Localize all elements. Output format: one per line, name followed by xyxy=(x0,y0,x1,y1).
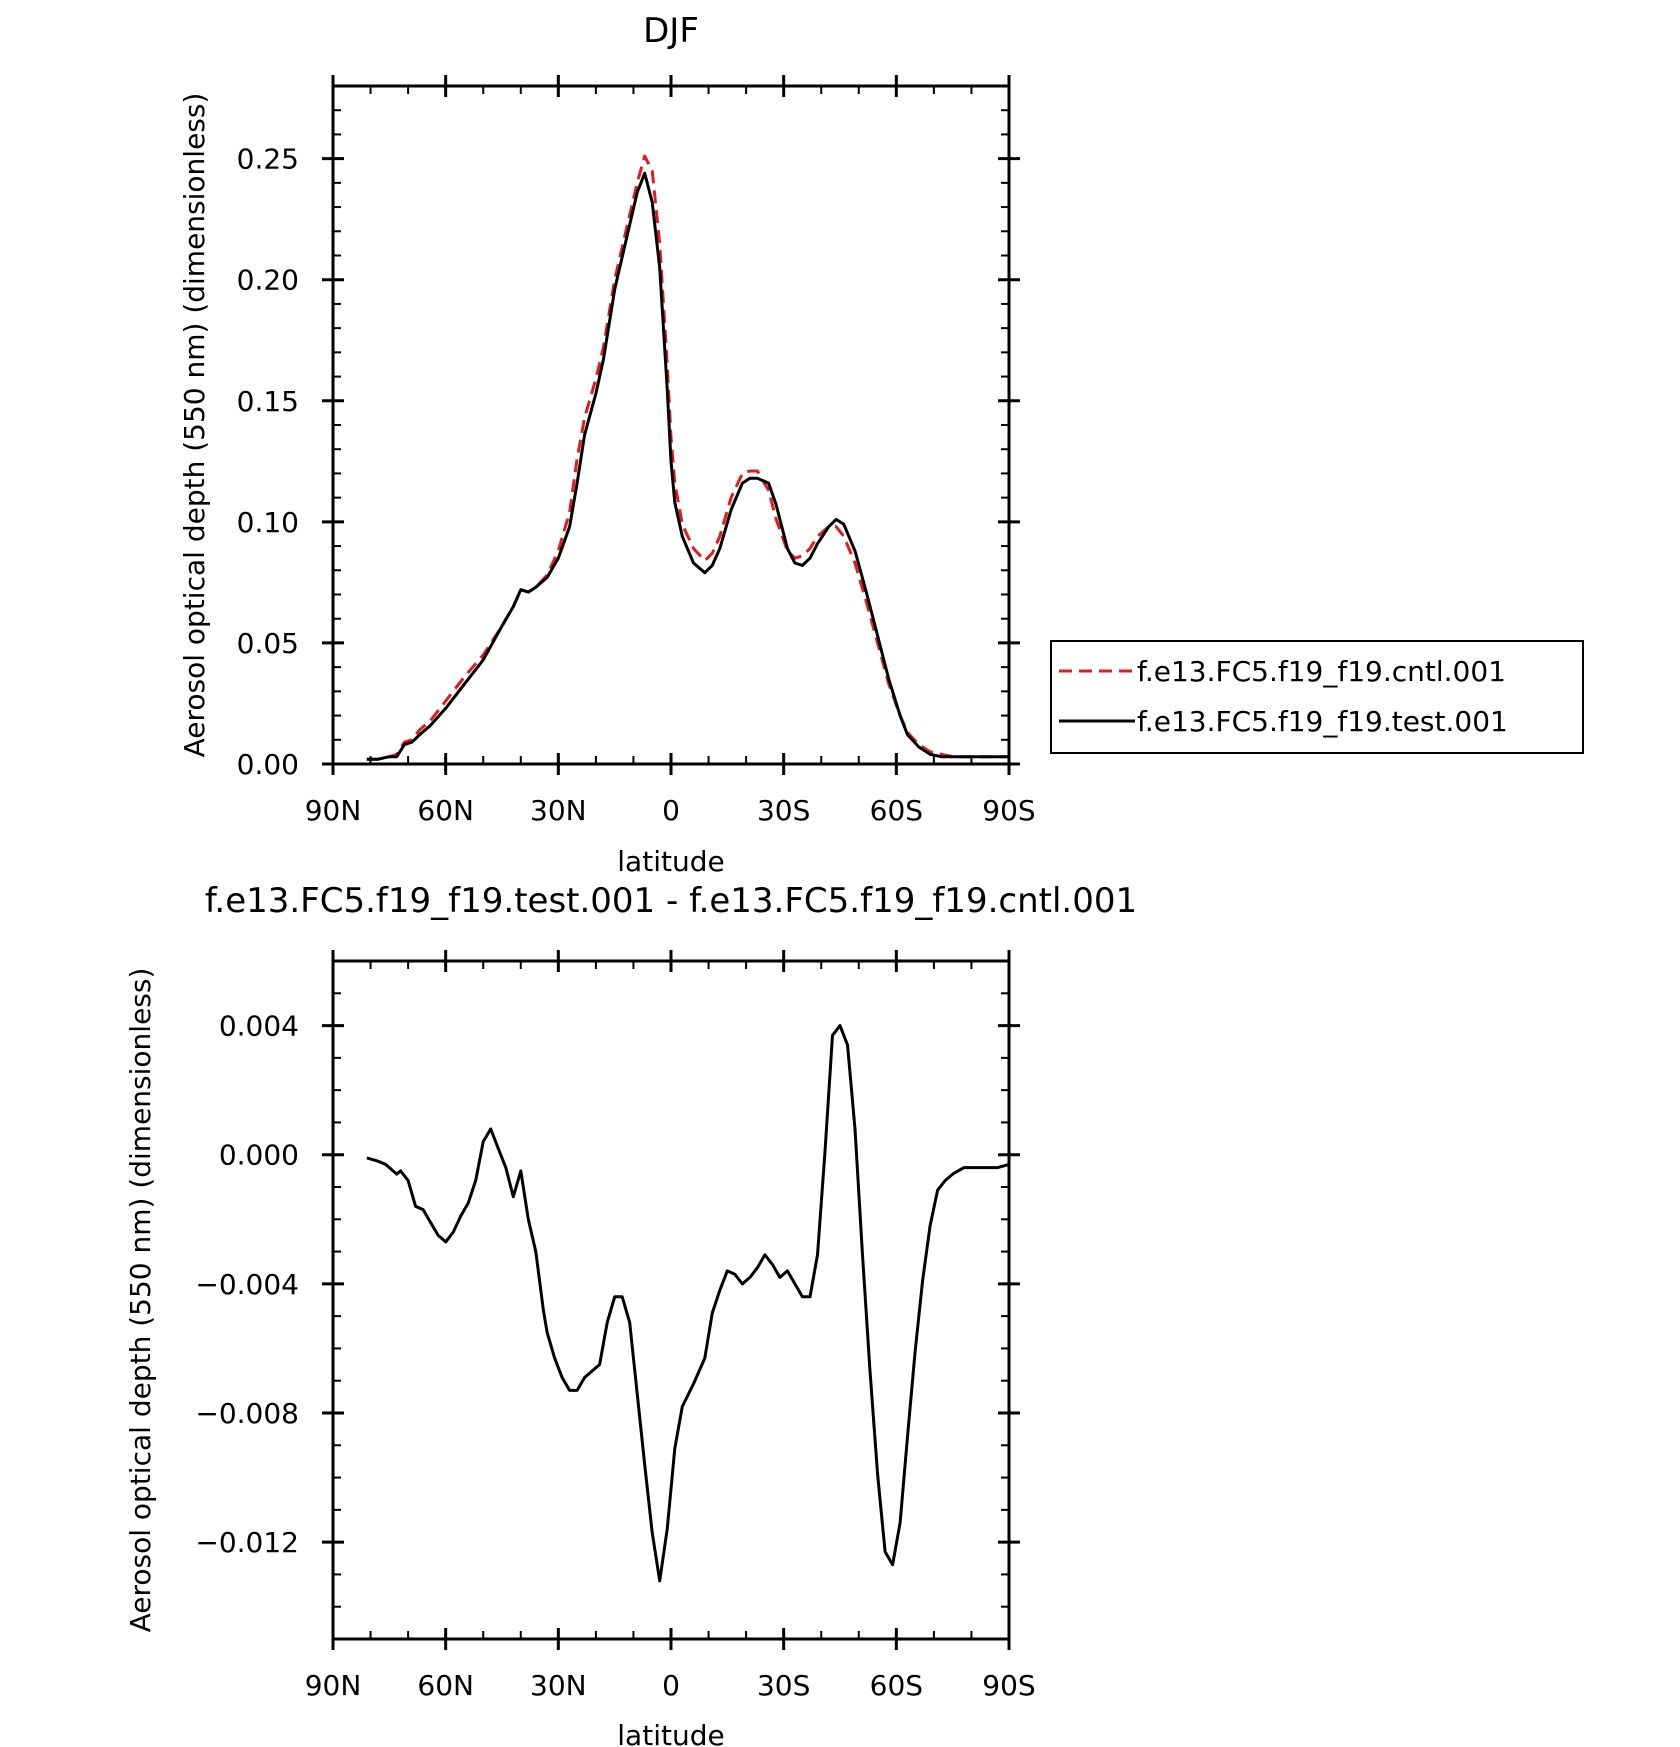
legend-label-test: f.e13.FC5.f19_f19.test.001 xyxy=(1137,705,1508,738)
top-y-tick-label: 0.20 xyxy=(237,264,299,297)
bottom-series-line-0 xyxy=(366,1024,1010,1583)
bottom-x-tick-label: 0 xyxy=(662,1669,680,1702)
top-x-tick-label: 0 xyxy=(662,794,680,827)
top-x-tick-label: 30S xyxy=(757,794,810,827)
top-y-tick-label: 0.15 xyxy=(237,385,299,418)
top-x-tick-label: 60N xyxy=(417,794,474,827)
top-panel-title: DJF xyxy=(643,11,699,51)
bottom-axis-ticks xyxy=(322,950,1020,1650)
top-panel: DJF 90N 60N 30N 0 30S 60S 90S 0.00 0.05 0.10 0.15 0… xyxy=(178,11,1584,878)
bottom-panel-title: f.e13.FC5.f19_f19.test.001 - f.e13.FC5.f… xyxy=(205,881,1137,921)
bottom-x-tick-label: 90N xyxy=(305,1669,362,1702)
top-y-tick-label: 0.10 xyxy=(237,506,299,539)
top-x-tick-label: 90N xyxy=(305,794,362,827)
bottom-x-tick-label: 60N xyxy=(417,1669,474,1702)
bottom-panel: f.e13.FC5.f19_f19.test.001 - f.e13.FC5.f… xyxy=(124,881,1137,1747)
top-y-tick-label: 0.25 xyxy=(237,143,299,176)
bottom-plot-frame xyxy=(331,959,1011,1641)
bottom-x-axis-label: latitude xyxy=(617,1719,724,1747)
bottom-y-tick-label: −0.012 xyxy=(195,1526,299,1559)
top-series-line-0 xyxy=(366,154,1009,761)
bottom-x-tick-label: 60S xyxy=(870,1669,923,1702)
bottom-x-tick-label: 30N xyxy=(530,1669,587,1702)
bottom-data-lines xyxy=(366,1024,1010,1583)
bottom-y-axis-label: Aerosol optical depth (550 nm) (dimensio… xyxy=(124,968,157,1633)
top-axis-ticks xyxy=(322,75,1020,775)
top-x-tick-label: 90S xyxy=(982,794,1035,827)
top-x-axis-label: latitude xyxy=(617,845,724,878)
legend-box xyxy=(1050,640,1584,754)
top-series-line-1 xyxy=(366,171,1009,761)
legend: f.e13.FC5.f19_f19.cntl.001 f.e13.FC5.f19… xyxy=(1050,640,1584,754)
bottom-y-tick-label: 0.000 xyxy=(219,1139,299,1172)
top-data-lines xyxy=(366,154,1009,761)
top-y-tick-label: 0.05 xyxy=(237,627,299,660)
bottom-y-tick-label: 0.004 xyxy=(219,1010,299,1043)
bottom-x-tick-label: 90S xyxy=(982,1669,1035,1702)
top-x-tick-label: 30N xyxy=(530,794,587,827)
top-y-tick-label: 0.00 xyxy=(237,748,299,781)
bottom-y-tick-label: −0.004 xyxy=(195,1268,299,1301)
bottom-y-tick-label: −0.008 xyxy=(195,1397,299,1430)
top-tick-labels: 90N 60N 30N 0 30S 60S 90S 0.00 0.05 0.10 0.15 0.20 0… xyxy=(237,143,1036,827)
bottom-x-tick-label: 30S xyxy=(757,1669,810,1702)
top-y-axis-label: Aerosol optical depth (550 nm) (dimensio… xyxy=(178,93,211,758)
top-plot-frame xyxy=(331,84,1011,766)
legend-label-cntl: f.e13.FC5.f19_f19.cntl.001 xyxy=(1137,655,1506,688)
top-x-tick-label: 60S xyxy=(870,794,923,827)
bottom-tick-labels: 90N 60N 30N 0 30S 60S 90S 0.004 0.000 −0.004 −0.00… xyxy=(195,1010,1035,1702)
